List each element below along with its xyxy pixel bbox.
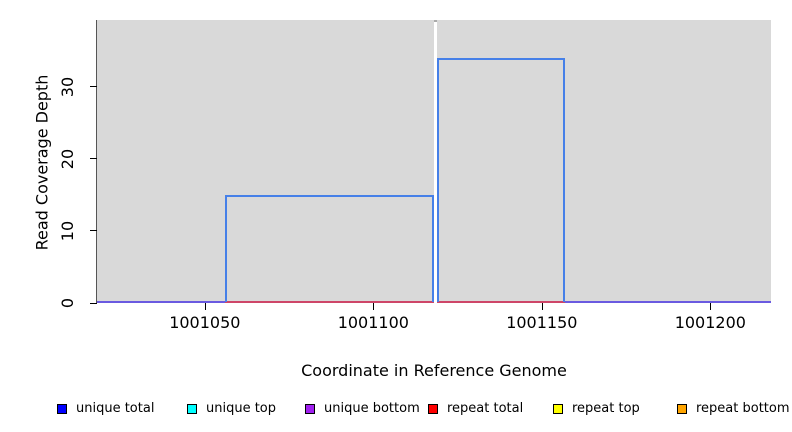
legend-label: unique top	[206, 401, 277, 416]
x-tick-label: 1001050	[169, 313, 241, 332]
x-tick	[710, 303, 712, 310]
coverage-rect	[437, 58, 566, 302]
legend-swatch-unique-total	[57, 404, 67, 414]
coverage-gap-cap	[434, 20, 438, 22]
repeat-zero-line	[225, 301, 566, 303]
x-tick-label: 1001100	[337, 313, 409, 332]
x-tick-label: 1001150	[506, 313, 578, 332]
y-tick	[90, 230, 97, 232]
y-axis-line	[96, 20, 97, 303]
legend-swatch-repeat-bottom	[677, 404, 687, 414]
legend-label: repeat top	[572, 401, 640, 416]
legend-swatch-unique-top	[187, 404, 197, 414]
legend-swatch-unique-bottom	[305, 404, 315, 414]
x-tick-label: 1001200	[674, 313, 746, 332]
legend-label: repeat total	[447, 401, 524, 416]
y-axis-title: Read Coverage Depth	[32, 74, 52, 251]
coverage-rect	[225, 194, 434, 302]
legend-swatch-repeat-total	[428, 404, 438, 414]
y-tick	[90, 158, 97, 160]
x-tick	[204, 303, 206, 310]
coverage-gap-stripe	[434, 22, 438, 303]
y-tick-label: 10	[58, 220, 77, 242]
legend-label: repeat bottom	[696, 401, 790, 416]
legend-swatch-repeat-top	[553, 404, 563, 414]
x-tick	[541, 303, 543, 310]
x-axis-title: Coordinate in Reference Genome	[301, 361, 567, 380]
legend: unique total unique top unique bottom repea…	[0, 396, 792, 424]
y-tick	[90, 86, 97, 88]
legend-label: unique total	[76, 401, 155, 416]
y-tick-label: 30	[58, 76, 77, 98]
x-tick	[373, 303, 375, 310]
y-tick-label: 20	[58, 148, 77, 170]
legend-label: unique bottom	[324, 401, 420, 416]
y-tick	[90, 302, 97, 304]
y-tick-label: 0	[58, 297, 77, 309]
